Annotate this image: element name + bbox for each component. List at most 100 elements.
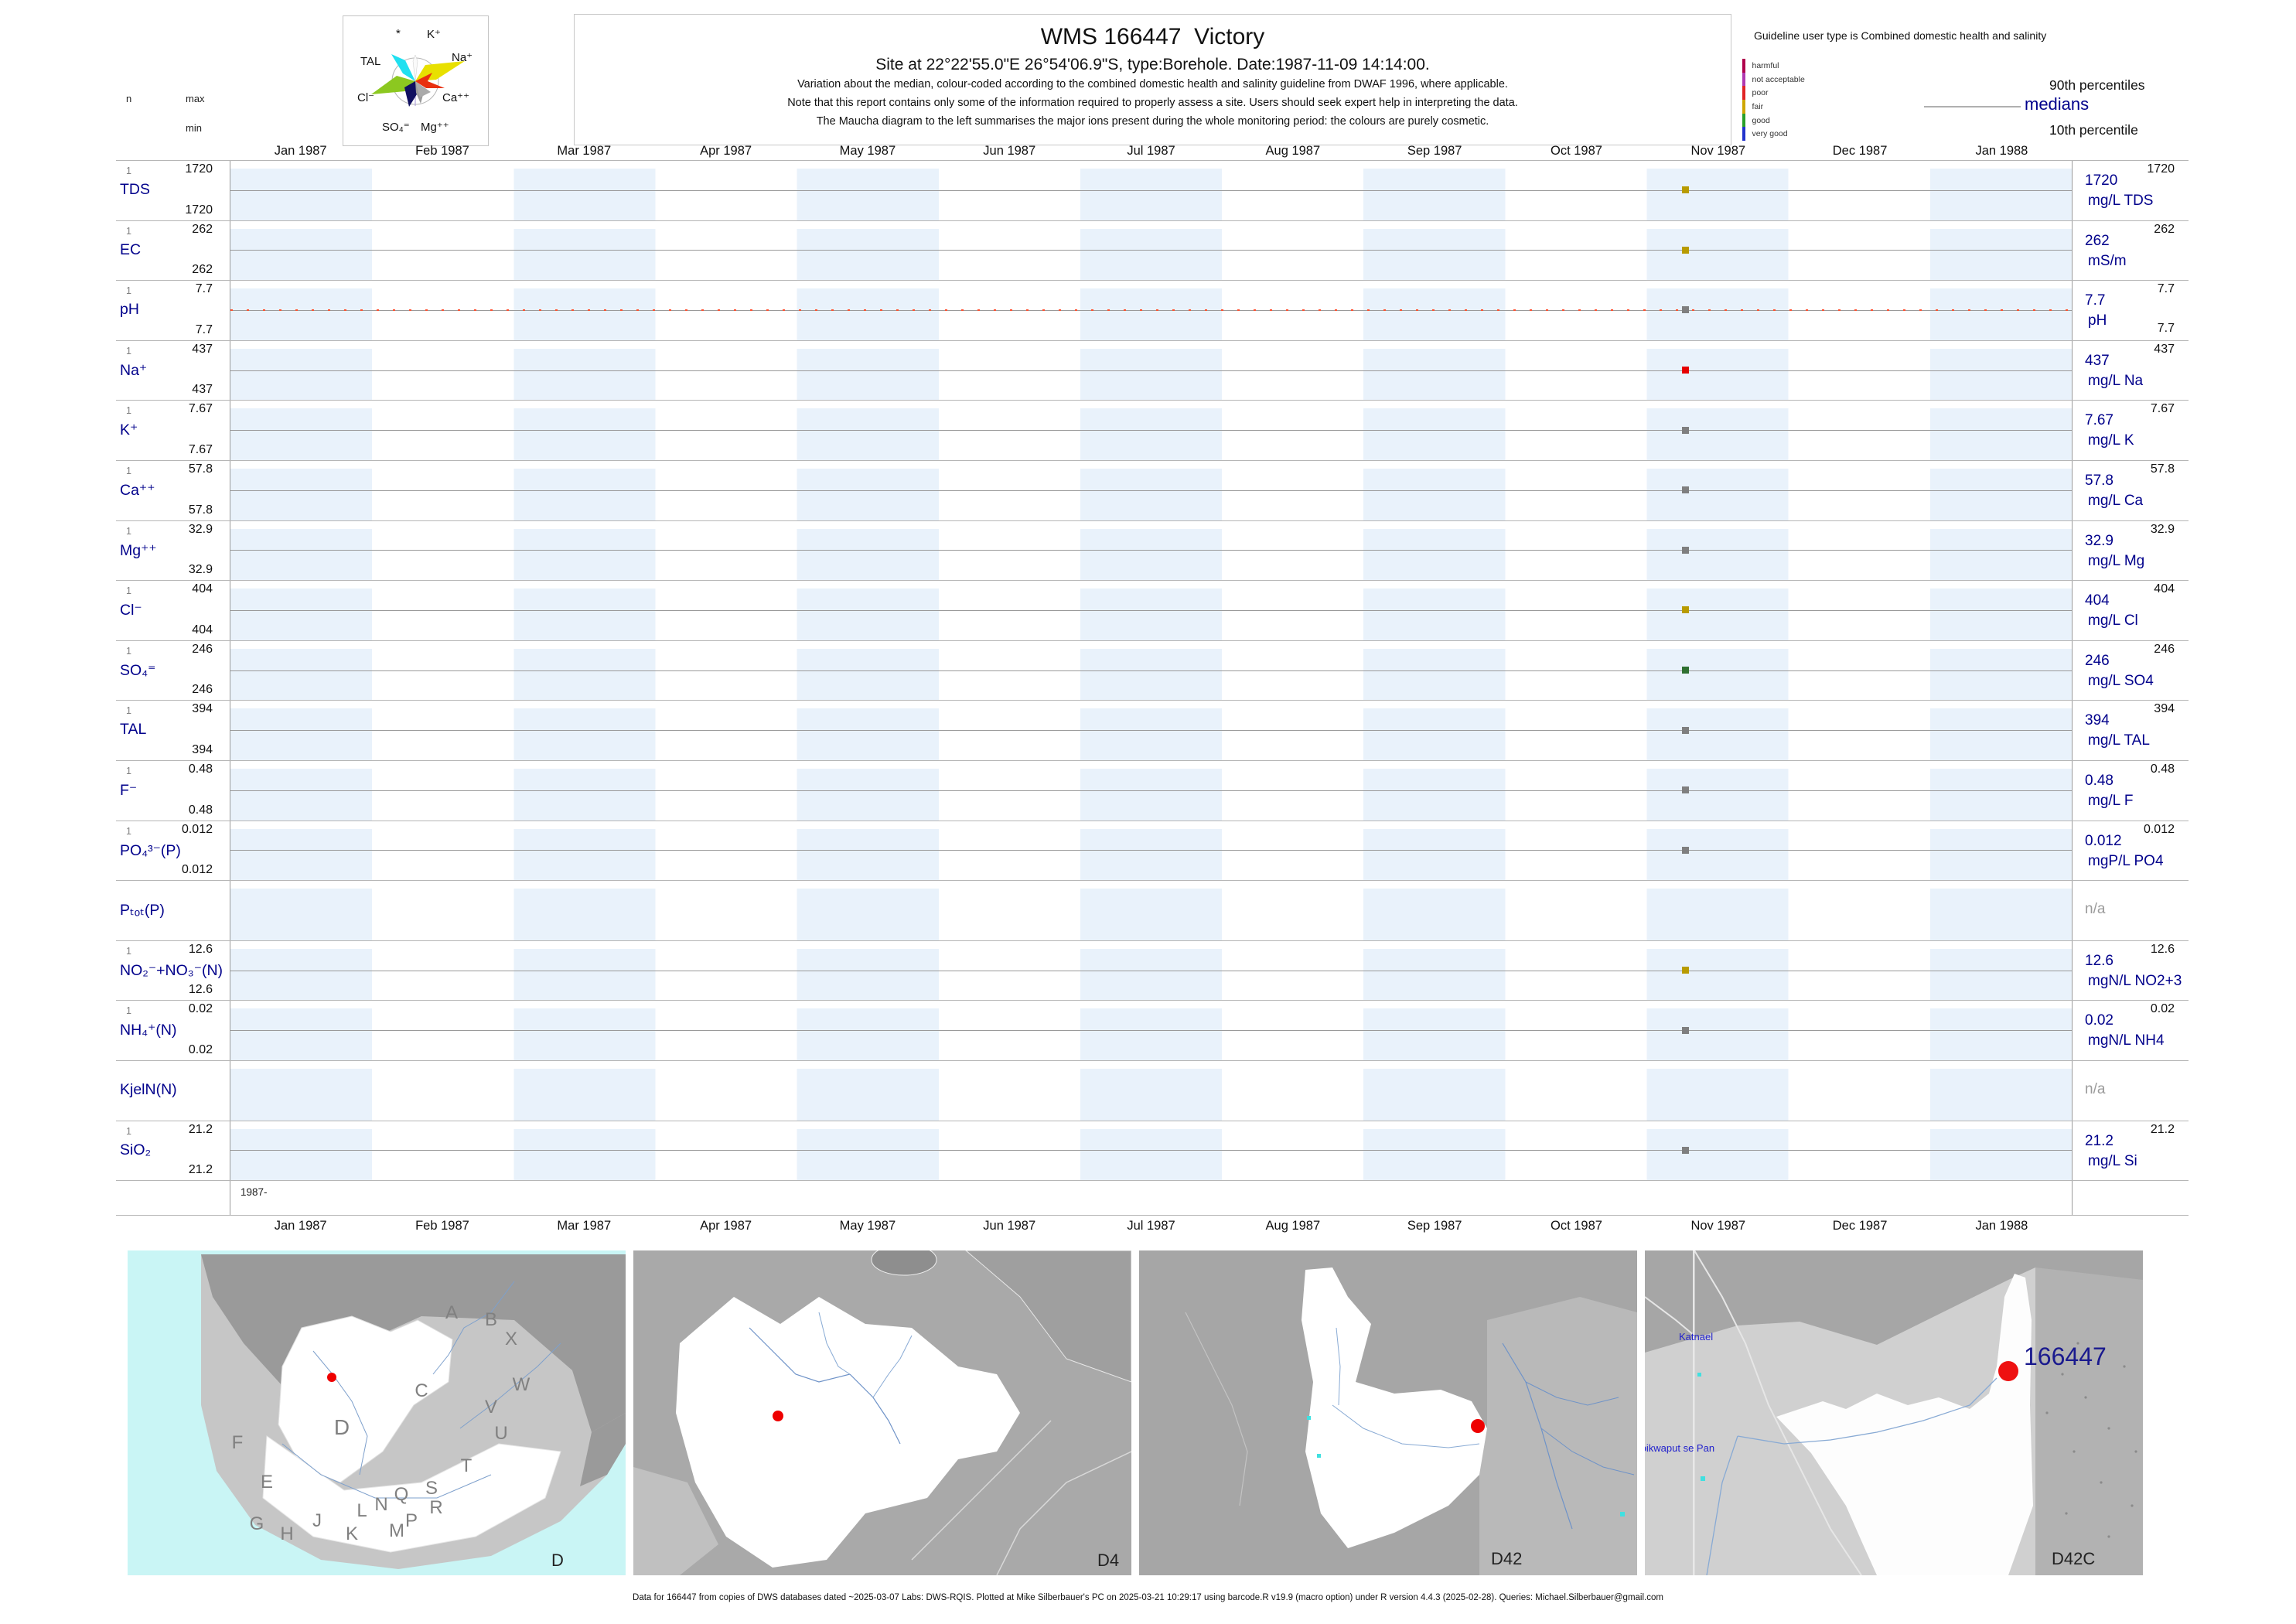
map-drainage-region-d42c: 166447 Katnael Abikwaput se Pan D42C xyxy=(1645,1250,2143,1575)
p90-value: 437 xyxy=(2154,342,2175,356)
parameter-row: 1 0.02 NH₄⁺(N) 0.02 0.02 0.02 mg xyxy=(116,1000,2189,1060)
maucha-star-icon xyxy=(371,54,465,107)
parameter-name: NO₂⁻+NO₃⁻(N) xyxy=(120,961,223,979)
median-value: 57.8 xyxy=(2085,472,2113,489)
p90-value: 32.9 xyxy=(2150,522,2175,536)
month-label: Jun 1987 xyxy=(983,144,1036,158)
parameter-row: 1 32.9 Mg⁺⁺ 32.9 32.9 32.9 mg/L xyxy=(116,520,2189,581)
row-left-labels: 1 0.48 F⁻ 0.48 xyxy=(116,761,230,821)
min-value: 1720 xyxy=(185,203,213,217)
parameter-row: 1 262 EC 262 262 262 mS/m xyxy=(116,220,2189,281)
p90-legend-label: 90th percentiles xyxy=(2049,77,2145,93)
ion-label-mg: Mg⁺⁺ xyxy=(421,121,449,134)
row-left-labels: 1 57.8 Ca⁺⁺ 57.8 xyxy=(116,461,230,520)
data-point-marker xyxy=(1682,306,1690,314)
band-notch xyxy=(230,881,2072,889)
row-left-labels: 1 1720 TDS 1720 xyxy=(116,161,230,220)
region-letter: G xyxy=(250,1513,264,1534)
median-value: 12.6 xyxy=(2085,952,2113,969)
band-notch xyxy=(230,281,2072,289)
guideline-class-row: harmful xyxy=(1742,59,1805,73)
unit-label: mg/L SO4 xyxy=(2088,672,2154,689)
max-value: 32.9 xyxy=(188,522,213,536)
max-value: 1720 xyxy=(185,162,213,176)
sample-count: 1 xyxy=(126,285,131,297)
sample-count: 1 xyxy=(126,465,131,476)
min-value: 57.8 xyxy=(188,503,213,517)
parameter-row: 1 7.67 K⁺ 7.67 7.67 7.67 mg/L K xyxy=(116,400,2189,460)
median-line xyxy=(230,1150,2072,1151)
band-notch xyxy=(230,1121,2072,1129)
parameter-name: Na⁺ xyxy=(120,361,148,379)
row-left-labels: 1 7.67 K⁺ 7.67 xyxy=(116,401,230,460)
min-value: 246 xyxy=(192,683,213,697)
sample-count: 1 xyxy=(126,825,131,837)
timeseries-plot xyxy=(230,520,2073,581)
median-line xyxy=(230,790,2072,791)
data-point-marker xyxy=(1682,726,1690,734)
row-right-labels: 0.48 0.48 mg/L F xyxy=(2073,761,2189,821)
parameter-name: pH xyxy=(120,301,139,319)
parameter-name: PO₄³⁻(P) xyxy=(120,841,181,859)
site-dot xyxy=(1471,1419,1485,1433)
sample-count: 1 xyxy=(126,345,131,357)
median-line xyxy=(230,550,2072,551)
row-left-labels: 1 437 Na⁺ 437 xyxy=(116,341,230,401)
month-axis-top: Jan 1987 Feb 1987 Mar 1987 Apr 1987 May 1987… xyxy=(230,144,2073,159)
band-notch xyxy=(230,401,2072,409)
row-left-labels: 1 404 Cl⁻ 404 xyxy=(116,581,230,640)
data-point-marker xyxy=(1682,246,1690,254)
region-letter: U xyxy=(494,1423,507,1444)
data-point-marker xyxy=(1682,546,1690,554)
median-value: 394 xyxy=(2085,712,2110,729)
region-letter: K xyxy=(346,1523,358,1544)
month-label: Feb 1987 xyxy=(415,1219,469,1233)
month-label: Jan 1987 xyxy=(274,144,327,158)
parameter-row: 1 0.012 PO₄³⁻(P) 0.012 0.012 0.012 xyxy=(116,820,2189,881)
row-right-labels: 0.012 0.012 mgP/L PO4 xyxy=(2073,821,2189,881)
row-left-labels: 1 7.7 pH 7.7 xyxy=(116,281,230,340)
median-line xyxy=(230,1030,2072,1032)
max-value: 0.012 xyxy=(181,822,213,836)
maucha-diagram: * K⁺ TAL Na⁺ Cl⁻ Ca⁺⁺ SO₄⁼ Mg⁺⁺ xyxy=(343,15,489,146)
class-label: harmful xyxy=(1752,60,1779,70)
p90-value: 1720 xyxy=(2147,162,2175,176)
unit-label: mg/L Na xyxy=(2088,372,2144,389)
map-drainage-region-d4: D4 xyxy=(633,1250,1131,1575)
region-letter: F xyxy=(232,1432,244,1453)
timeseries-plot xyxy=(230,881,2073,940)
median-value: 32.9 xyxy=(2085,532,2113,549)
p90-value: 246 xyxy=(2154,642,2175,656)
data-point-marker xyxy=(1682,1026,1690,1034)
row-left-labels: 1 394 TAL 394 xyxy=(116,701,230,760)
month-label: Aug 1987 xyxy=(1265,144,1321,158)
min-value: 394 xyxy=(192,742,213,756)
row-right-labels: 7.7 7.7 pH 7.7 xyxy=(2073,281,2189,340)
row-right-labels: 32.9 32.9 mg/L Mg xyxy=(2073,521,2189,581)
band-notch xyxy=(230,940,2072,949)
timeseries-plot xyxy=(230,701,2073,760)
month-label: Aug 1987 xyxy=(1265,1219,1321,1233)
data-point-marker xyxy=(1682,426,1690,434)
guideline-class-row: not acceptable xyxy=(1742,72,1805,87)
min-value: 437 xyxy=(192,383,213,397)
year-label: 1987- xyxy=(241,1186,268,1199)
row-right-labels: 0.02 0.02 mgN/L NH4 xyxy=(2073,1001,2189,1060)
sample-count: 1 xyxy=(126,525,131,537)
timeseries-plot xyxy=(230,581,2073,640)
guideline-dotted-line xyxy=(230,309,2072,312)
p90-value: 0.012 xyxy=(2143,822,2175,836)
row-right-labels: 246 246 mg/L SO4 xyxy=(2073,641,2189,701)
guideline-title: Guideline user type is Combined domestic… xyxy=(1754,29,2047,42)
row-left-labels: 1 32.9 Mg⁺⁺ 32.9 xyxy=(116,521,230,581)
site-subtitle: Site at 22°22'55.0"E 26°54'06.9"S, type:… xyxy=(875,56,1430,73)
month-label: Jun 1987 xyxy=(983,1219,1036,1233)
month-label: Mar 1987 xyxy=(557,1219,612,1233)
min-value: 7.67 xyxy=(188,442,213,456)
sample-count: 1 xyxy=(126,405,131,417)
parameter-row: 1 437 Na⁺ 437 437 437 mg/L Na xyxy=(116,339,2189,401)
parameter-name: Cl⁻ xyxy=(120,602,142,619)
band-notch xyxy=(230,640,2072,649)
month-label: Apr 1987 xyxy=(700,1219,752,1233)
site-dot xyxy=(327,1373,336,1382)
